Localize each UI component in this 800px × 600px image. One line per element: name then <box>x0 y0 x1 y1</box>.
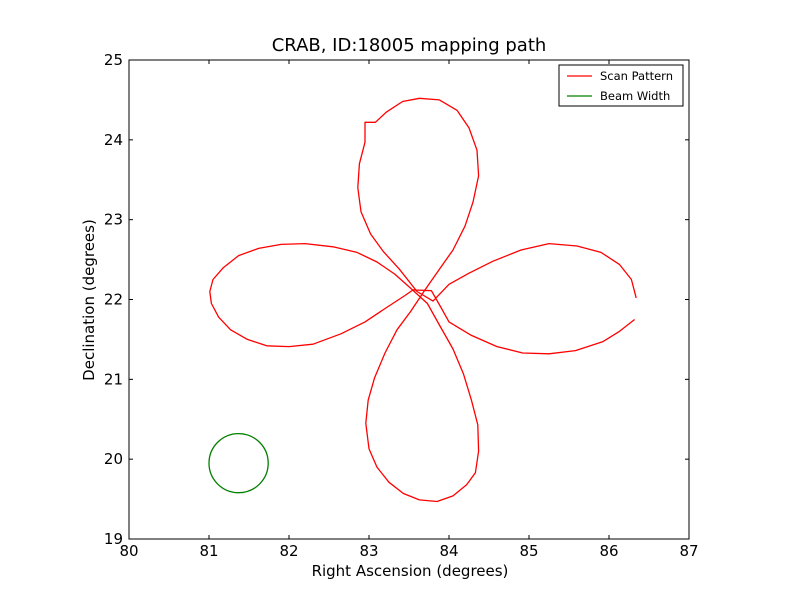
y-tick-label: 23 <box>104 211 123 229</box>
y-tick-label: 24 <box>104 131 123 149</box>
y-tick-label: 22 <box>104 291 123 309</box>
x-tick-label: 84 <box>439 542 458 560</box>
scan-pattern-line <box>209 97 637 503</box>
y-tick-label: 21 <box>104 370 123 388</box>
legend-box <box>558 64 684 107</box>
legend-label-scan-pattern: Scan Pattern <box>600 69 673 83</box>
x-tick-label: 81 <box>199 542 218 560</box>
plot-frame <box>128 59 690 540</box>
plot-area: 80 81 82 83 84 85 86 87 19 20 21 22 23 24 25 <box>104 51 699 560</box>
y-axis-label: Declination (degrees) <box>80 219 98 381</box>
legend-label-beam-width: Beam Width <box>600 89 670 103</box>
x-axis-label: Right Ascension (degrees) <box>312 562 509 580</box>
x-tick-label: 82 <box>279 542 298 560</box>
x-tick-label: 83 <box>359 542 378 560</box>
x-tick-label: 86 <box>599 542 618 560</box>
legend: Scan Pattern Beam Width <box>558 64 684 107</box>
x-tick-label: 80 <box>119 542 138 560</box>
series-layer <box>208 97 637 503</box>
x-tick-label: 85 <box>519 542 538 560</box>
y-tick-label: 20 <box>104 450 123 468</box>
y-tick-label: 25 <box>104 51 123 69</box>
beam-width-circle <box>208 432 269 494</box>
x-tick-label: 87 <box>679 542 698 560</box>
y-tick-label: 19 <box>104 530 123 548</box>
axis-ticks: 80 81 82 83 84 85 86 87 19 20 21 22 23 24 25 <box>104 51 699 560</box>
chart-title: CRAB, ID:18005 mapping path <box>272 35 547 56</box>
